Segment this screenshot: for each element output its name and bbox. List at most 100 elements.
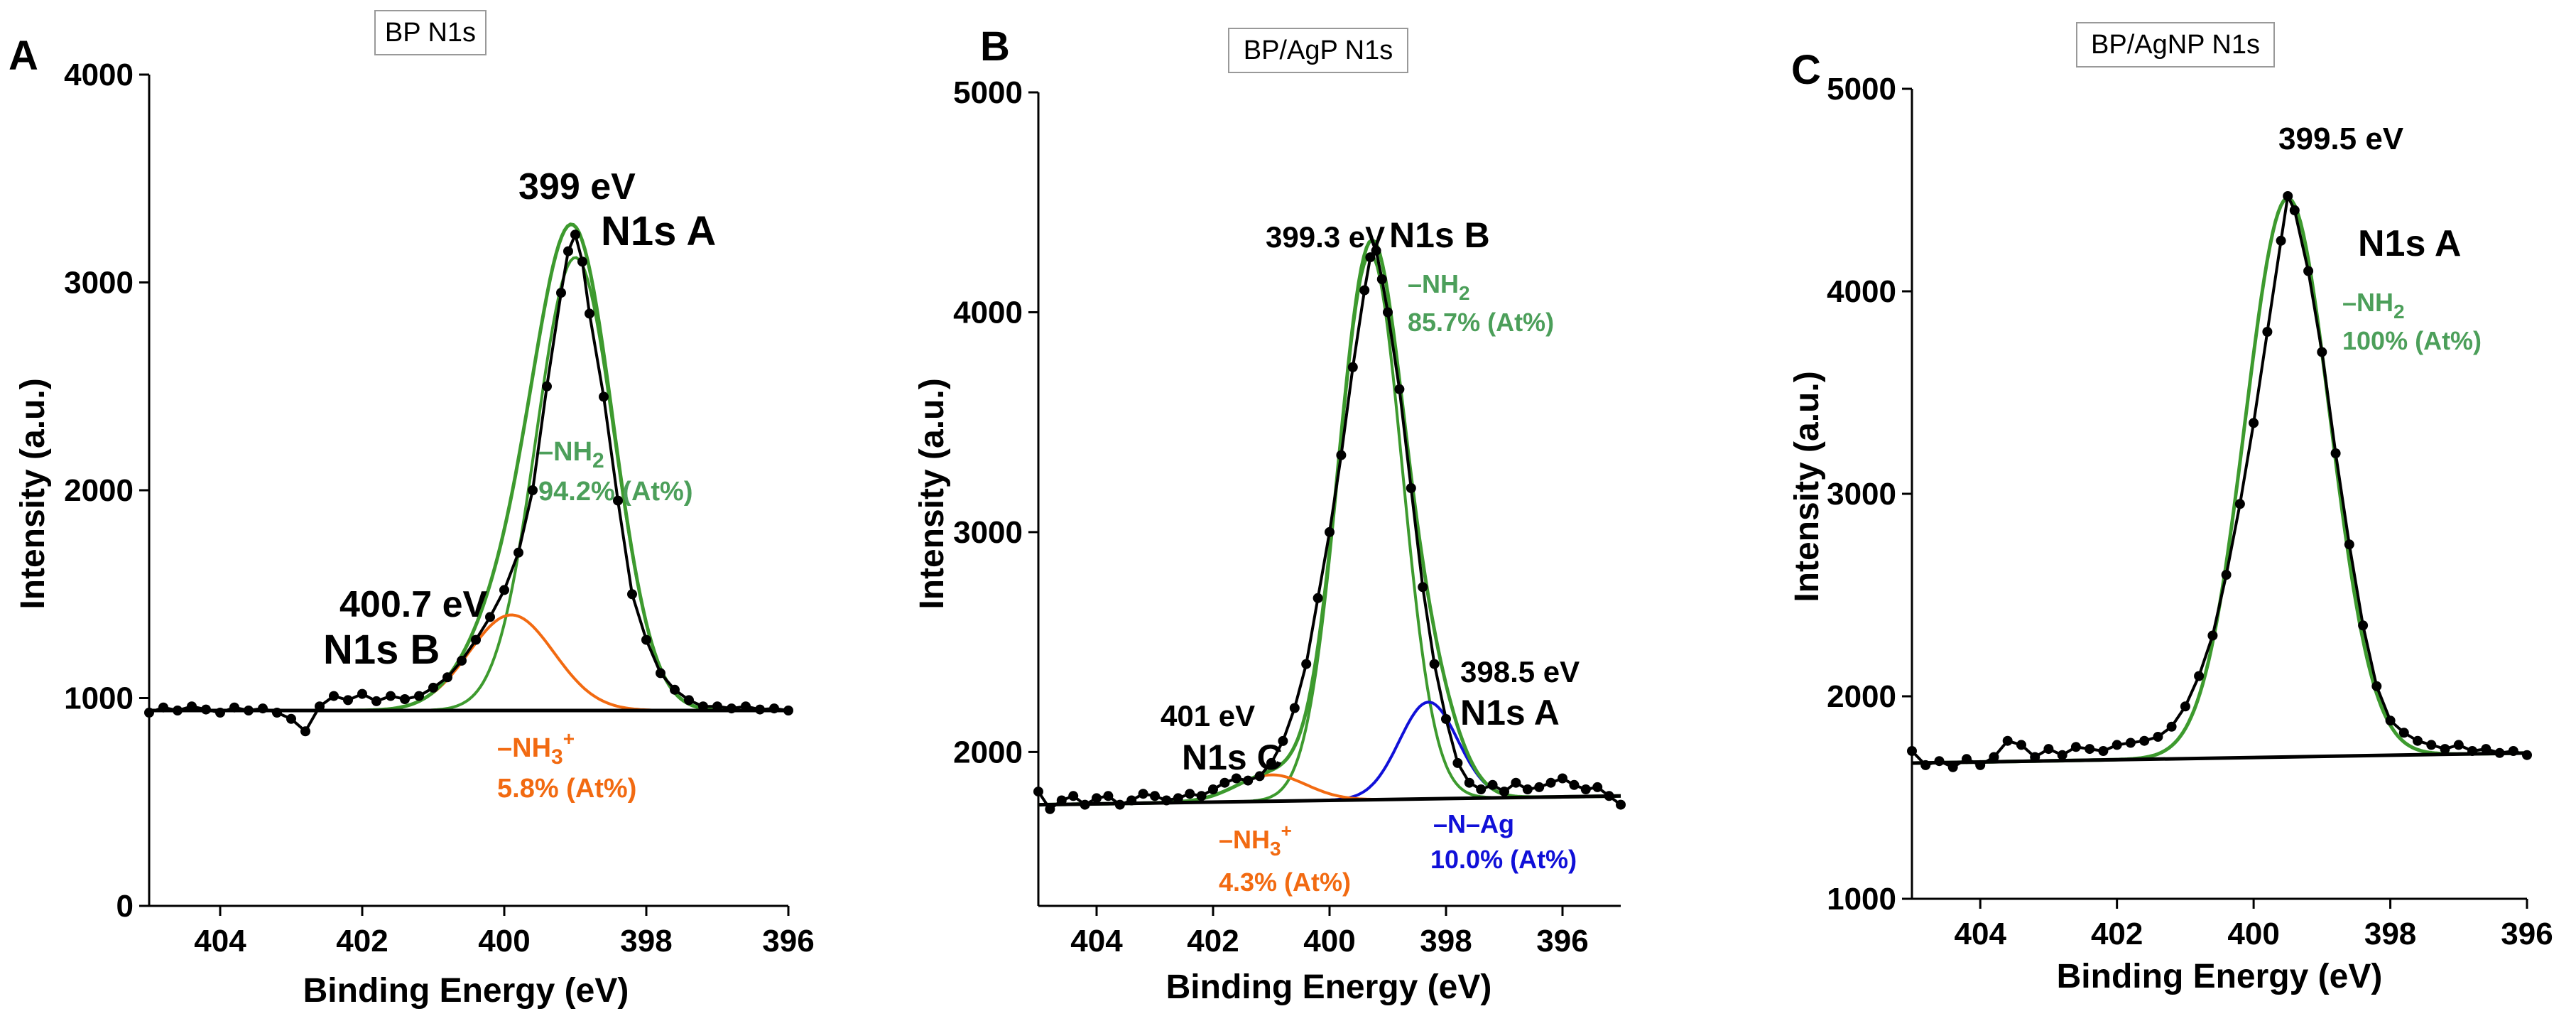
x-tick-label: 396 bbox=[2501, 917, 2553, 951]
envelope-curve bbox=[149, 222, 788, 713]
data-point bbox=[563, 246, 573, 256]
y-tick-label: 2000 bbox=[1827, 679, 1896, 714]
data-point bbox=[2016, 740, 2026, 750]
data-point bbox=[2344, 539, 2354, 550]
data-point bbox=[1114, 799, 1125, 810]
y-tick-label: 1000 bbox=[1827, 882, 1896, 917]
x-axis-label: Binding Energy (eV) bbox=[1166, 968, 1492, 1006]
data-point bbox=[1371, 245, 1381, 256]
data-point bbox=[2283, 191, 2293, 201]
data-point bbox=[1975, 760, 1986, 770]
subscript: 3 bbox=[551, 745, 563, 769]
x-tick-label: 402 bbox=[336, 924, 388, 958]
data-point bbox=[741, 701, 751, 712]
data-point bbox=[2085, 744, 2095, 755]
data-point bbox=[471, 634, 481, 645]
data-point bbox=[1068, 791, 1079, 801]
data-point bbox=[755, 704, 765, 715]
data-point bbox=[1045, 804, 1055, 814]
data-point bbox=[2125, 738, 2136, 748]
nh3-annotation: –NH3+ 4.3% (At%) bbox=[1219, 820, 1351, 897]
data-point bbox=[1208, 784, 1218, 794]
data-point bbox=[428, 682, 438, 693]
data-point bbox=[2139, 735, 2150, 746]
peak-name-label: N1s C bbox=[1182, 738, 1283, 777]
data-point bbox=[783, 706, 793, 715]
x-tick-label: 400 bbox=[1303, 924, 1355, 958]
data-point bbox=[2070, 742, 2081, 752]
data-point bbox=[1604, 791, 1614, 801]
panel-letter-b: B bbox=[980, 23, 1010, 70]
peak-name-label: N1s A bbox=[1460, 693, 1560, 733]
data-point bbox=[1476, 784, 1487, 794]
panel-a: A BP N1s Intensity (a.u.) Binding Energy… bbox=[9, 10, 815, 1010]
data-point bbox=[698, 701, 708, 712]
x-axis-label: Binding Energy (eV) bbox=[2057, 958, 2383, 995]
nag-annotation: –N–Ag 10.0% (At%) bbox=[1430, 809, 1577, 874]
nh2-label: –NH bbox=[1408, 269, 1459, 298]
peak-name-label: N1s B bbox=[323, 627, 440, 673]
nag-label: –N–Ag bbox=[1433, 809, 1514, 838]
data-point bbox=[2426, 740, 2437, 750]
panel-title-box bbox=[2076, 22, 2275, 67]
nh2-annotation: –NH2 100% (At%) bbox=[2342, 288, 2482, 355]
data-point bbox=[2276, 235, 2286, 246]
data-point bbox=[2289, 205, 2300, 215]
data-point bbox=[371, 696, 381, 706]
data-point bbox=[2194, 671, 2205, 681]
data-series-line bbox=[1911, 191, 2528, 769]
data-point bbox=[2467, 746, 2477, 756]
data-point bbox=[499, 585, 509, 595]
data-point bbox=[229, 702, 239, 713]
data-point bbox=[300, 726, 310, 737]
data-point bbox=[442, 672, 452, 683]
data-point bbox=[414, 691, 424, 701]
data-point bbox=[1376, 274, 1387, 284]
y-tick-label: 5000 bbox=[1827, 72, 1896, 107]
data-point bbox=[1138, 789, 1148, 799]
panel-title: BP/AgP N1s bbox=[1244, 36, 1393, 65]
y-tick-label: 3000 bbox=[1827, 477, 1896, 512]
data-point bbox=[542, 381, 552, 391]
data-point bbox=[1418, 582, 1428, 593]
data-point bbox=[1452, 757, 1463, 768]
panel-c: C BP/AgNP N1s Intensity (a.u.) Binding E… bbox=[1788, 22, 2553, 995]
data-point bbox=[2522, 750, 2532, 760]
data-point bbox=[386, 691, 396, 701]
data-point bbox=[556, 288, 566, 298]
data-point bbox=[1429, 659, 1440, 669]
plot-area-a: 0 1000 2000 3000 4000 404 402 400 398 396 bbox=[64, 58, 815, 958]
nag-percent: 10.0% (At%) bbox=[1430, 845, 1577, 874]
data-point bbox=[1056, 795, 1067, 806]
data-point bbox=[1545, 777, 1556, 788]
panel-b: B BP/AgP N1s Intensity (a.u.) Binding En… bbox=[913, 23, 1626, 1006]
data-point bbox=[1336, 450, 1347, 460]
data-point bbox=[1383, 307, 1393, 318]
data-point bbox=[769, 703, 779, 714]
data-point bbox=[187, 701, 197, 712]
data-point bbox=[1092, 793, 1102, 804]
y-tick-label: 5000 bbox=[953, 75, 1023, 110]
data-point bbox=[2221, 570, 2232, 580]
data-point bbox=[1313, 593, 1323, 603]
data-point bbox=[1126, 795, 1137, 806]
nh2-percent: 94.2% (At%) bbox=[538, 477, 693, 507]
data-point bbox=[1185, 789, 1195, 799]
data-point bbox=[1231, 773, 1241, 784]
data-point bbox=[2249, 418, 2259, 428]
y-tick-label: 0 bbox=[116, 889, 134, 924]
data-point bbox=[2262, 327, 2273, 337]
data-point bbox=[1150, 791, 1160, 801]
plot-area-c: 1000 2000 3000 4000 5000 404 402 400 398 396 bbox=[1827, 72, 2553, 951]
data-point bbox=[1947, 762, 1958, 772]
peak-name-label: N1s A bbox=[601, 208, 716, 254]
x-tick-label: 396 bbox=[762, 924, 814, 958]
panel-letter-c: C bbox=[1791, 47, 1821, 93]
data-point bbox=[2043, 744, 2054, 755]
background-line bbox=[1911, 751, 2528, 765]
data-point bbox=[1487, 779, 1498, 790]
data-point bbox=[315, 701, 325, 712]
y-tick-label: 1000 bbox=[64, 681, 134, 716]
data-point bbox=[727, 703, 737, 714]
data-point bbox=[641, 634, 651, 645]
